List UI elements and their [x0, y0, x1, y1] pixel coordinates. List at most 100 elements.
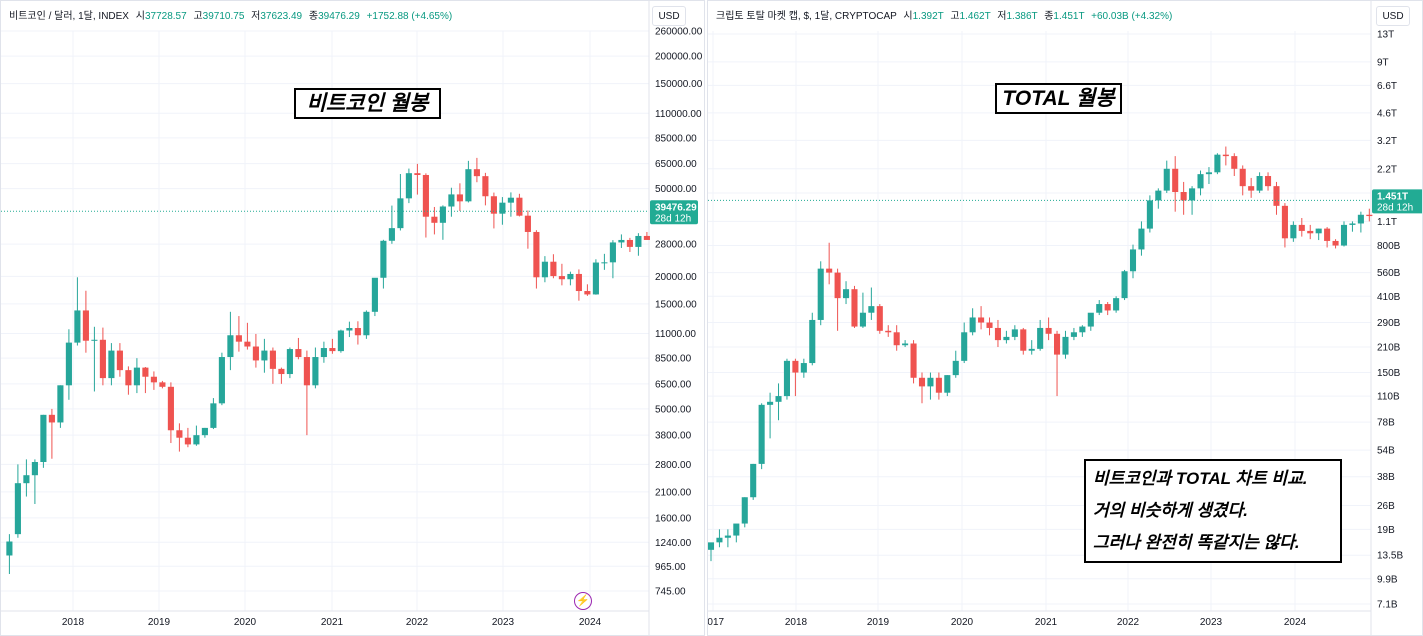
candle-body [414, 173, 421, 175]
candle [859, 292, 866, 328]
candle-body [935, 377, 942, 393]
candle-body [48, 414, 55, 423]
currency-button[interactable]: USD [652, 6, 686, 26]
candle-body [567, 273, 574, 280]
candle [1357, 211, 1364, 233]
candle-body [1037, 327, 1044, 349]
candle-body [716, 537, 723, 543]
candle [1070, 327, 1077, 341]
candle [31, 459, 38, 505]
candle [414, 163, 421, 195]
candle-body [235, 335, 242, 342]
candle [1096, 300, 1103, 316]
y-tick-label: 85000.00 [655, 133, 697, 144]
candle [448, 187, 455, 217]
candle [1214, 153, 1221, 175]
symbol-label: 비트코인 / 달러, 1달, INDEX [9, 11, 129, 22]
candle-body [371, 277, 378, 312]
candle-body [227, 335, 234, 358]
open-label: 시 [903, 11, 913, 22]
candle [741, 497, 748, 528]
candle [1037, 319, 1044, 351]
candle [201, 427, 208, 438]
candle-body [65, 342, 72, 386]
candle [800, 358, 807, 378]
candle-body [1214, 154, 1221, 173]
candle-body [499, 202, 506, 214]
candle [269, 347, 276, 384]
candle-body [125, 370, 132, 386]
candle [1003, 330, 1010, 344]
candle [961, 322, 968, 364]
candle [193, 425, 200, 446]
candle-body [218, 357, 225, 404]
total-candlestick-chart[interactable]: 13T9T6.6T4.6T3.2T2.2T1.6T1.1T800B560B410… [708, 1, 1423, 636]
lightning-icon[interactable]: ⚡ [574, 592, 592, 610]
y-tick-label: 38B [1377, 472, 1395, 483]
candle-body [859, 312, 866, 327]
candle-body [320, 348, 327, 358]
candle [1222, 146, 1229, 166]
candle-body [1180, 192, 1187, 201]
candle-body [876, 306, 883, 331]
candle-body [108, 350, 115, 379]
candle-body [741, 497, 748, 524]
candle [482, 172, 489, 206]
candle-body [986, 322, 993, 328]
candle-body [584, 291, 591, 295]
candle-body [354, 328, 361, 336]
candle-body [902, 343, 909, 346]
candle-body [516, 197, 523, 216]
candle-body [994, 327, 1001, 341]
candle [902, 340, 909, 348]
last-price-countdown: 28d 12h [655, 213, 691, 224]
candle [159, 380, 166, 389]
candle-body [533, 231, 540, 278]
bitcoin-chart-panel[interactable]: 비트코인 / 달러, 1달, INDEX 시37728.57 고39710.75… [0, 0, 705, 636]
x-tick-label: 2020 [951, 617, 974, 628]
open-value: 1.392T [912, 11, 944, 22]
candle [108, 343, 115, 386]
total-chart-panel[interactable]: 크립토 토탈 마켓 캡, $, 1달, CRYPTOCAP 시1.392T 고1… [707, 0, 1423, 636]
candle-body [618, 239, 625, 243]
candle-body [775, 396, 782, 402]
candle-body [1324, 228, 1331, 241]
candle [750, 463, 757, 500]
candle-body [473, 169, 480, 177]
candle [125, 366, 132, 395]
candle [575, 269, 582, 301]
candle-body [57, 385, 64, 423]
candle-body [1205, 172, 1212, 175]
candle-body [422, 174, 429, 217]
candle [758, 403, 765, 470]
candle [1172, 156, 1179, 212]
candle [1298, 218, 1305, 237]
candle-body [1340, 224, 1348, 246]
candle [1054, 330, 1061, 397]
candle [635, 233, 642, 256]
x-tick-label: 2023 [492, 617, 515, 628]
candle [252, 333, 259, 368]
candle [422, 173, 429, 238]
currency-button[interactable]: USD [1376, 6, 1410, 26]
candle [1273, 181, 1280, 215]
candle-body [868, 306, 875, 313]
candle-body [626, 239, 633, 247]
candle [150, 371, 157, 390]
candle-body [116, 350, 123, 371]
candle [235, 316, 242, 352]
candle [716, 529, 723, 548]
candle [516, 193, 523, 217]
candle-body [286, 349, 293, 375]
candle-body [405, 173, 412, 199]
candle-body [575, 273, 582, 292]
candle-body [23, 475, 30, 484]
candle [14, 464, 21, 538]
candle [1290, 221, 1297, 242]
candle-body [783, 360, 790, 397]
candle-body [1138, 228, 1145, 250]
chart-title-label: TOTAL 월봉 [995, 83, 1122, 114]
y-tick-label: 150B [1377, 368, 1401, 379]
candle-body [312, 357, 319, 386]
candle-body [456, 194, 463, 202]
